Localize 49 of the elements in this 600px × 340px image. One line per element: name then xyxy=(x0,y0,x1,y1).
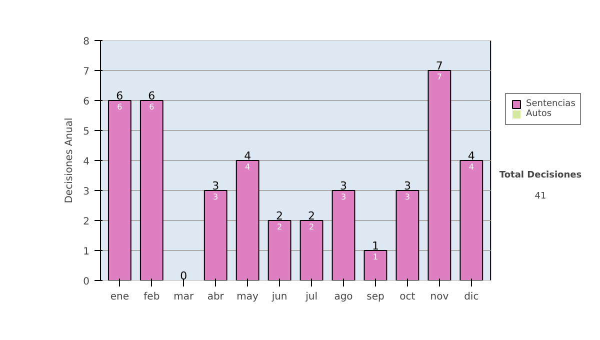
y-tick-label: 1 xyxy=(83,246,90,258)
total-label: 4 xyxy=(468,150,475,162)
y-tick-label: 5 xyxy=(83,126,90,138)
y-axis-title: Decisiones Anual xyxy=(64,118,76,204)
total-label: 7 xyxy=(436,60,443,72)
total-label: 6 xyxy=(148,90,156,102)
data-label: 3 xyxy=(213,192,218,202)
text: 41 xyxy=(534,192,546,202)
total-label: 2 xyxy=(276,210,284,222)
x-tick-label: mar xyxy=(174,292,195,302)
total-label: 3 xyxy=(404,180,411,192)
total-label: 1 xyxy=(372,240,379,252)
y-tick-label: 6 xyxy=(83,96,90,108)
data-label: 6 xyxy=(117,102,122,112)
total-label: 2 xyxy=(308,210,316,222)
y-tick-label: 0 xyxy=(83,276,90,288)
y-tick-label: 7 xyxy=(83,66,90,78)
x-tick-label: sep xyxy=(366,292,384,302)
total-label: 4 xyxy=(244,150,252,162)
data-label: 6 xyxy=(149,102,154,112)
y-tick-label: 3 xyxy=(83,186,90,198)
x-tick-label: oct xyxy=(400,292,416,302)
x-tick-label: nov xyxy=(430,292,449,302)
y-tick-label: 2 xyxy=(83,216,90,228)
x-tick-label: jun xyxy=(270,292,288,302)
legend-label: Autos xyxy=(526,109,552,119)
x-tick-label: abr xyxy=(207,292,225,302)
x-tick-label: ago xyxy=(334,292,353,302)
y-tick-label: 8 xyxy=(83,36,90,48)
x-tick-label: may xyxy=(236,292,259,302)
data-label: 7 xyxy=(436,72,442,82)
text: Total Decisiones xyxy=(499,170,582,180)
total-label: 6 xyxy=(116,90,124,102)
total-label: 0 xyxy=(180,270,188,282)
data-label: 1 xyxy=(372,252,378,262)
x-tick-label: jul xyxy=(304,292,318,302)
data-label: 3 xyxy=(404,192,410,202)
data-label: 3 xyxy=(340,192,346,202)
data-label: 4 xyxy=(468,162,474,172)
data-label: 2 xyxy=(277,222,282,232)
total-label: 3 xyxy=(212,180,220,192)
total-label: 3 xyxy=(340,180,347,192)
legend-label: Sentencias xyxy=(526,99,576,109)
data-label: 2 xyxy=(308,222,314,232)
x-tick-label: dic xyxy=(464,292,479,302)
data-label: 4 xyxy=(245,162,250,172)
x-tick-label: ene xyxy=(110,292,130,302)
y-tick-label: 4 xyxy=(83,156,90,168)
x-tick-label: feb xyxy=(144,292,160,302)
